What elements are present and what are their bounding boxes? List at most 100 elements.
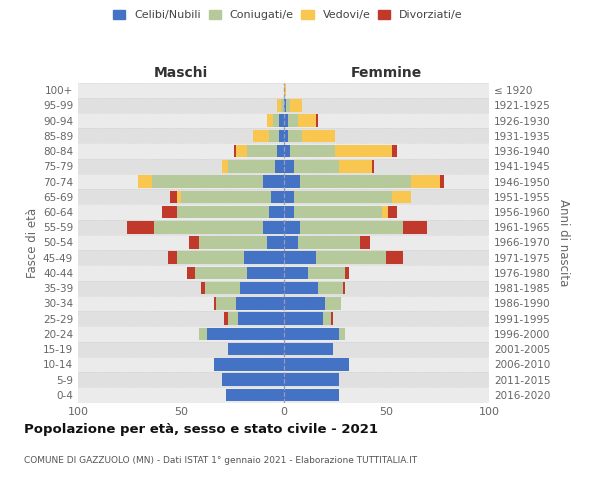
Bar (277, 99, 281, 112)
Bar (214, 358, 284, 370)
Bar (331, 312, 333, 325)
Bar (152, 176, 263, 188)
Bar (267, 236, 284, 248)
Bar (228, 312, 238, 325)
Bar (78, 311, 489, 326)
Bar (269, 130, 280, 142)
Bar (345, 266, 349, 279)
Bar (382, 206, 388, 218)
Bar (176, 252, 244, 264)
Bar (78, 82, 489, 98)
Bar (294, 190, 392, 203)
Bar (78, 220, 489, 235)
Bar (236, 145, 247, 158)
Bar (238, 312, 284, 325)
Bar (78, 113, 489, 128)
Bar (222, 160, 228, 172)
Bar (284, 374, 339, 386)
Bar (284, 145, 290, 158)
Bar (440, 176, 444, 188)
Bar (284, 266, 308, 279)
Bar (154, 221, 263, 234)
Bar (78, 144, 489, 158)
Bar (78, 266, 489, 280)
Bar (284, 282, 319, 294)
Bar (78, 235, 489, 250)
Y-axis label: Anni di nascita: Anni di nascita (557, 199, 570, 286)
Bar (277, 145, 284, 158)
Bar (284, 114, 287, 127)
Bar (78, 342, 489, 357)
Bar (280, 114, 284, 127)
Bar (214, 297, 215, 310)
Bar (294, 160, 339, 172)
Bar (241, 282, 284, 294)
Bar (300, 176, 411, 188)
Bar (169, 252, 176, 264)
Bar (284, 221, 300, 234)
Bar (170, 190, 176, 203)
Bar (284, 312, 323, 325)
Bar (78, 372, 489, 388)
Bar (284, 176, 300, 188)
Bar (298, 236, 359, 248)
Text: COMUNE DI GAZZUOLO (MN) - Dati ISTAT 1° gennaio 2021 - Elaborazione TUTTITALIA.I: COMUNE DI GAZZUOLO (MN) - Dati ISTAT 1° … (24, 456, 417, 465)
Bar (284, 206, 294, 218)
Bar (176, 206, 269, 218)
Bar (263, 221, 284, 234)
Bar (284, 328, 339, 340)
Bar (78, 296, 489, 311)
Bar (275, 160, 284, 172)
Bar (78, 204, 489, 220)
Bar (411, 176, 440, 188)
Text: Femmine: Femmine (350, 66, 422, 80)
Bar (284, 130, 287, 142)
Bar (228, 160, 275, 172)
Bar (228, 343, 284, 355)
Bar (127, 221, 154, 234)
Bar (78, 388, 489, 402)
Bar (271, 190, 284, 203)
Bar (162, 206, 176, 218)
Bar (284, 388, 339, 401)
Bar (300, 221, 403, 234)
Bar (202, 282, 205, 294)
Bar (78, 128, 489, 144)
Bar (247, 266, 284, 279)
Bar (176, 190, 181, 203)
Bar (205, 282, 241, 294)
Bar (226, 388, 284, 401)
Bar (267, 114, 273, 127)
Bar (302, 130, 335, 142)
Bar (388, 206, 397, 218)
Bar (284, 190, 294, 203)
Bar (78, 98, 489, 113)
Bar (199, 328, 208, 340)
Legend: Celibi/Nubili, Coniugati/e, Vedovi/e, Divorziati/e: Celibi/Nubili, Coniugati/e, Vedovi/e, Di… (109, 6, 467, 25)
Bar (78, 250, 489, 266)
Y-axis label: Fasce di età: Fasce di età (26, 208, 39, 278)
Bar (284, 297, 325, 310)
Bar (298, 114, 316, 127)
Bar (222, 374, 284, 386)
Bar (290, 99, 302, 112)
Bar (339, 160, 372, 172)
Bar (269, 206, 284, 218)
Bar (78, 174, 489, 189)
Bar (137, 176, 152, 188)
Bar (316, 114, 319, 127)
Bar (392, 190, 411, 203)
Bar (253, 130, 269, 142)
Bar (181, 190, 271, 203)
Bar (284, 358, 349, 370)
Bar (187, 266, 195, 279)
Bar (284, 252, 316, 264)
Bar (335, 145, 392, 158)
Bar (316, 252, 386, 264)
Bar (280, 130, 284, 142)
Bar (284, 99, 286, 112)
Bar (308, 266, 345, 279)
Bar (403, 221, 427, 234)
Bar (263, 176, 284, 188)
Bar (215, 297, 236, 310)
